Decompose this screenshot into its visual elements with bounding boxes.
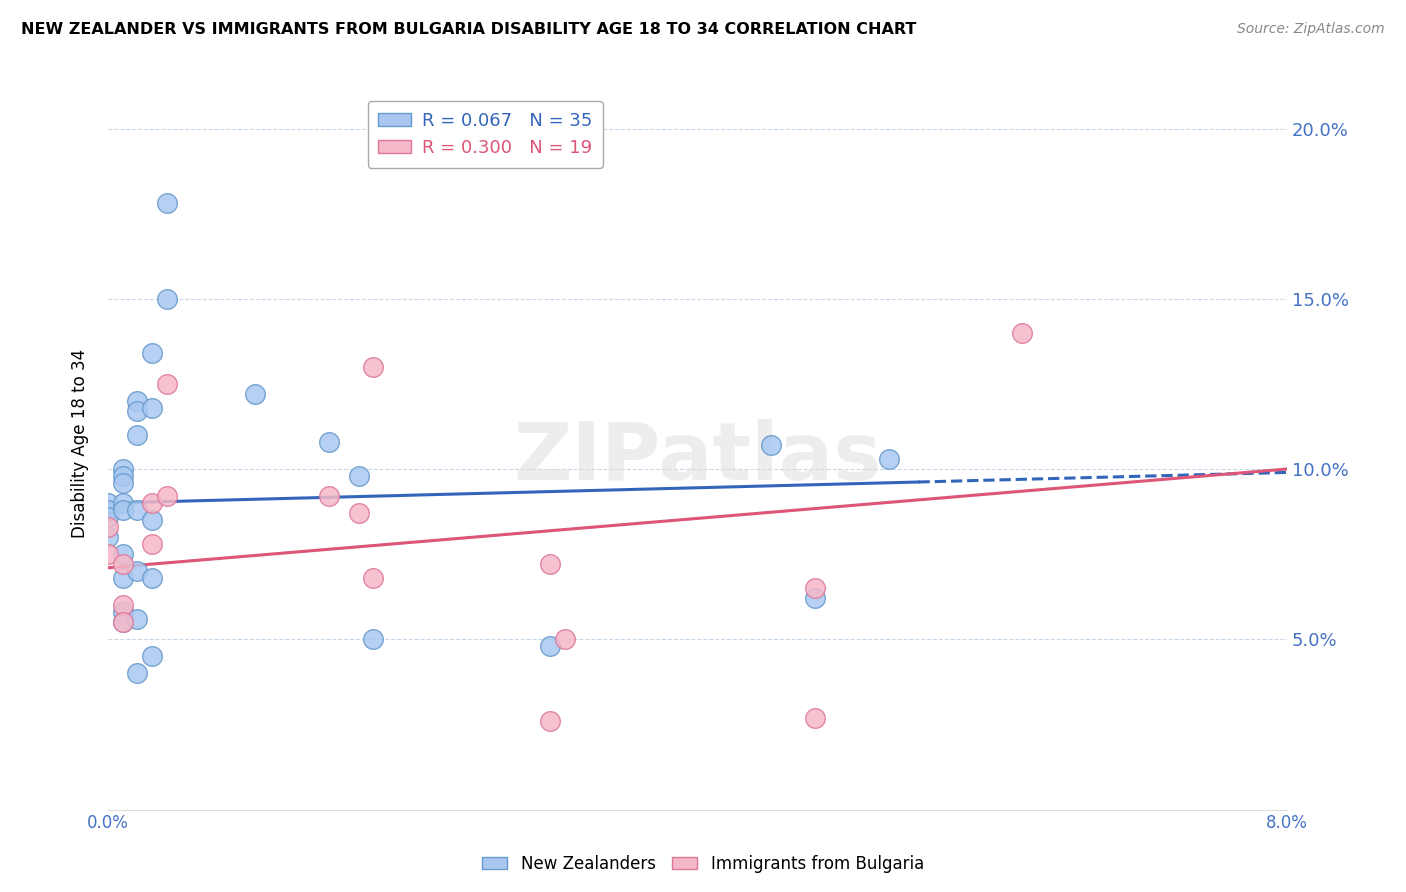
Point: [361, 632, 384, 647]
Point: [1011, 326, 1033, 340]
Point: [97, 547, 120, 561]
Point: [141, 513, 163, 527]
Point: [127, 564, 149, 578]
Point: [97, 503, 120, 517]
Point: [759, 438, 782, 452]
Point: [538, 714, 561, 728]
Point: [111, 475, 134, 490]
Point: [141, 537, 163, 551]
Point: [538, 558, 561, 572]
Text: Source: ZipAtlas.com: Source: ZipAtlas.com: [1237, 22, 1385, 37]
Point: [97, 530, 120, 544]
Legend: R = 0.067   N = 35, R = 0.300   N = 19: R = 0.067 N = 35, R = 0.300 N = 19: [367, 101, 603, 168]
Legend: New Zealanders, Immigrants from Bulgaria: New Zealanders, Immigrants from Bulgaria: [475, 848, 931, 880]
Point: [111, 571, 134, 585]
Point: [347, 506, 370, 520]
Point: [111, 496, 134, 510]
Point: [347, 468, 370, 483]
Point: [318, 489, 340, 503]
Point: [156, 489, 179, 503]
Point: [97, 520, 120, 534]
Point: [141, 346, 163, 360]
Point: [141, 571, 163, 585]
Point: [156, 196, 179, 211]
Point: [111, 615, 134, 630]
Point: [111, 547, 134, 561]
Text: NEW ZEALANDER VS IMMIGRANTS FROM BULGARIA DISABILITY AGE 18 TO 34 CORRELATION CH: NEW ZEALANDER VS IMMIGRANTS FROM BULGARI…: [21, 22, 917, 37]
Point: [804, 710, 827, 724]
Text: ZIPatlas: ZIPatlas: [513, 419, 882, 497]
Point: [318, 434, 340, 449]
Point: [127, 666, 149, 681]
Point: [156, 376, 179, 391]
Point: [111, 468, 134, 483]
Point: [156, 292, 179, 306]
Point: [111, 462, 134, 476]
Point: [877, 451, 900, 466]
Point: [111, 605, 134, 619]
Y-axis label: Disability Age 18 to 34: Disability Age 18 to 34: [72, 349, 89, 538]
Point: [554, 632, 576, 647]
Point: [141, 649, 163, 664]
Point: [127, 393, 149, 408]
Point: [804, 581, 827, 595]
Point: [361, 359, 384, 374]
Point: [111, 558, 134, 572]
Point: [111, 503, 134, 517]
Point: [141, 401, 163, 415]
Point: [141, 496, 163, 510]
Point: [127, 428, 149, 442]
Point: [97, 496, 120, 510]
Point: [804, 591, 827, 606]
Point: [127, 503, 149, 517]
Point: [97, 509, 120, 524]
Point: [127, 612, 149, 626]
Point: [361, 571, 384, 585]
Point: [127, 404, 149, 418]
Point: [111, 599, 134, 613]
Point: [538, 639, 561, 653]
Point: [111, 615, 134, 630]
Point: [245, 387, 267, 401]
